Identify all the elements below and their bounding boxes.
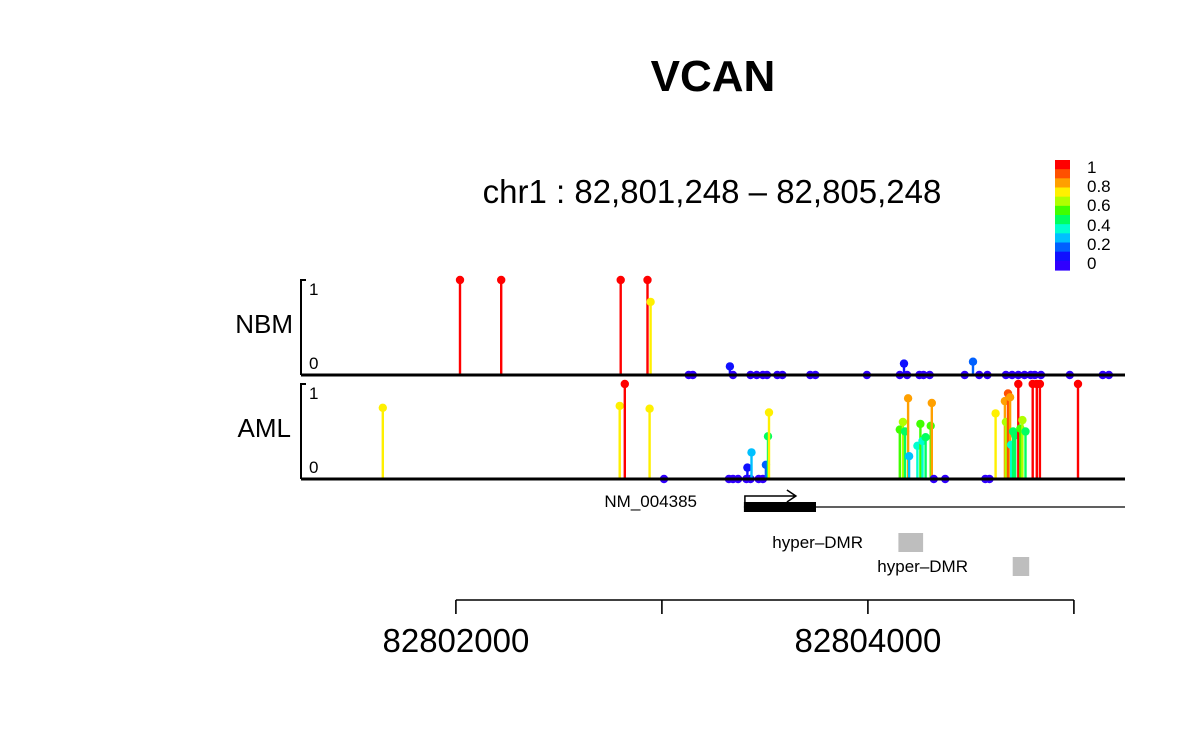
methylation-point [899, 359, 909, 368]
legend-label: 0.8 [1087, 177, 1111, 196]
methylation-point [1014, 379, 1023, 389]
legend-color-swatch [1055, 251, 1070, 262]
methylation-point [616, 275, 625, 285]
chart-subtitle: chr1 : 82,801,248 – 82,805,248 [483, 173, 942, 210]
legend-label: 0.6 [1087, 196, 1111, 215]
methylation-point [455, 275, 465, 285]
legend-color-swatch [1055, 224, 1070, 234]
y-axis-aml [300, 383, 306, 479]
legend-color-swatch [1055, 205, 1070, 216]
methylation-point [927, 398, 936, 408]
methylation-point [764, 408, 774, 417]
methylation-point [645, 404, 654, 413]
methylation-point [991, 409, 1000, 418]
legend-color-swatch [1055, 160, 1070, 170]
y-tick-label-aml-min: 0 [309, 458, 318, 477]
methylation-point [747, 448, 756, 457]
gene-exon [743, 502, 816, 512]
methylation-point [1005, 393, 1015, 402]
legend-color-swatch [1055, 187, 1070, 198]
methylation-point [497, 275, 506, 285]
track-nbm: NBM 1 0 [235, 275, 1125, 380]
dmr-label: hyper–DMR [772, 533, 863, 552]
y-axis-nbm [300, 279, 306, 375]
x-axis: 82802000 82804000 [382, 599, 1075, 659]
x-tick-label: 82802000 [382, 622, 529, 659]
methylation-point [378, 403, 387, 412]
gene-track: NM_004385 [604, 489, 1125, 512]
methylation-point [1073, 379, 1083, 389]
legend-color-swatch [1055, 215, 1070, 225]
gene-label: NM_004385 [604, 492, 697, 511]
legend-color-swatch [1055, 169, 1070, 179]
color-legend-labels: 1 0.8 0.6 0.4 0.2 0 [1087, 158, 1111, 273]
gene-strand-arrow [744, 489, 798, 503]
track-aml: AML 1 0 [238, 379, 1125, 484]
legend-color-swatch [1055, 196, 1070, 207]
y-tick-label-aml-max: 1 [309, 384, 318, 403]
methylation-point [921, 433, 930, 442]
legend-color-swatch [1055, 178, 1070, 189]
track-label-aml: AML [238, 413, 291, 443]
dmr-region [898, 533, 924, 552]
track-label-nbm: NBM [235, 309, 293, 339]
methylation-point [903, 394, 913, 403]
legend-label: 0.4 [1087, 216, 1111, 235]
y-tick-label-nbm-max: 1 [309, 280, 318, 299]
dmr-region [1012, 557, 1030, 576]
dmr-track: hyper–DMR hyper–DMR [772, 533, 1030, 576]
methylation-point [615, 401, 624, 411]
chart-title: VCAN [651, 52, 776, 101]
legend-label: 0.2 [1087, 235, 1111, 254]
methylation-point [898, 417, 908, 427]
methylation-point [620, 379, 629, 389]
legend-color-swatch [1055, 233, 1070, 244]
x-tick-label: 82804000 [794, 622, 941, 659]
methylation-point [1021, 427, 1030, 436]
methylation-point [1018, 415, 1027, 425]
methylation-point [1035, 379, 1045, 389]
methylation-point [916, 419, 925, 429]
color-legend [1055, 160, 1070, 271]
y-tick-label-nbm-min: 0 [309, 354, 318, 373]
dmr-label: hyper–DMR [877, 557, 968, 576]
methylation-point [646, 297, 655, 307]
points-nbm [455, 275, 1114, 380]
methylation-point [904, 452, 914, 461]
methylation-point [643, 275, 652, 285]
legend-color-swatch [1055, 242, 1070, 253]
legend-label: 0 [1087, 254, 1096, 273]
points-aml [378, 379, 1083, 484]
methylation-point [725, 362, 735, 371]
legend-label: 1 [1087, 158, 1096, 177]
methylation-point [743, 463, 752, 472]
methylation-point [968, 357, 978, 366]
legend-color-swatch [1055, 260, 1070, 271]
